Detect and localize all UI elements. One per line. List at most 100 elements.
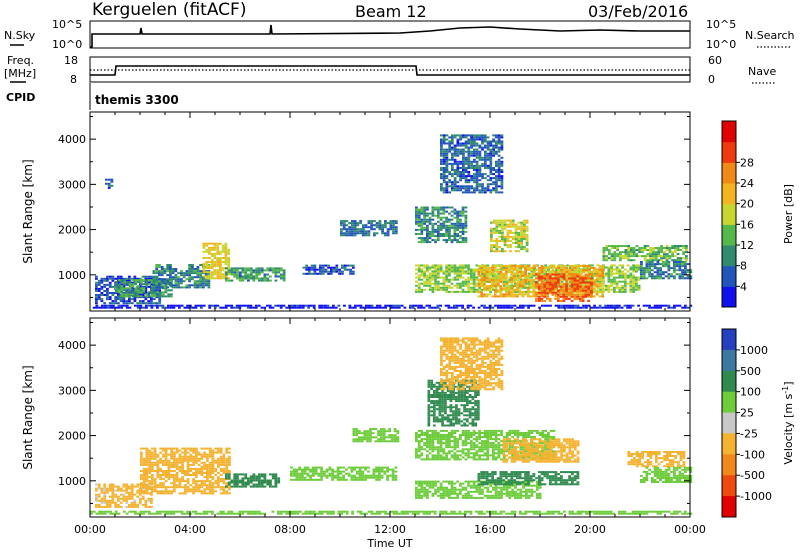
data-cell: [523, 233, 526, 236]
data-cell: [467, 152, 471, 155]
data-cell: [450, 282, 454, 285]
data-cell: [673, 512, 676, 515]
data-cell: [607, 288, 611, 291]
data-cell: [142, 291, 146, 294]
data-cell: [643, 255, 647, 258]
data-cell: [477, 264, 481, 267]
data-cell: [191, 270, 194, 273]
data-cell: [629, 284, 633, 287]
y-tick-label: 4000: [58, 133, 86, 146]
data-cell: [423, 222, 426, 225]
data-cell: [681, 277, 684, 280]
data-cell: [686, 512, 690, 515]
data-cell: [125, 512, 129, 515]
data-cell: [266, 273, 270, 276]
data-cell: [663, 257, 666, 260]
data-cell: [130, 493, 134, 496]
nsky-trace: [90, 24, 690, 48]
data-cell: [632, 255, 636, 258]
data-cell: [520, 242, 523, 244]
data-cell: [652, 259, 655, 262]
data-cell: [548, 299, 552, 302]
data-cell: [216, 248, 220, 251]
data-cell: [133, 275, 137, 278]
data-cell: [653, 263, 657, 266]
data-cell: [392, 228, 395, 231]
data-cell: [470, 152, 473, 155]
data-cell: [481, 156, 484, 159]
data-cell: [565, 266, 569, 269]
data-cell: [582, 282, 586, 285]
data-cell: [108, 298, 112, 301]
data-cell: [362, 232, 365, 235]
data-cell: [491, 264, 494, 267]
data-cell: [684, 269, 687, 272]
data-cell: [437, 274, 440, 277]
data-cell: [590, 283, 593, 286]
data-cell: [150, 493, 153, 496]
data-cell: [106, 275, 109, 278]
data-cell: [484, 150, 487, 153]
data-cell: [123, 295, 127, 298]
data-cell: [461, 212, 465, 215]
data-cell: [552, 266, 556, 269]
data-cell: [499, 295, 503, 298]
data-cell: [139, 499, 142, 502]
data-cell: [221, 261, 225, 263]
data-cell: [305, 268, 309, 271]
data-cell: [598, 266, 602, 269]
data-cell: [565, 285, 568, 288]
data-cell: [128, 487, 131, 490]
data-cell: [450, 235, 454, 237]
data-cell: [448, 142, 451, 145]
data-cell: [108, 505, 112, 508]
data-cell: [178, 470, 182, 472]
data-cell: [97, 298, 101, 301]
data-cell: [648, 273, 651, 276]
data-cell: [540, 297, 544, 300]
data-cell: [420, 220, 424, 223]
data-cell: [227, 263, 231, 266]
data-cell: [530, 286, 534, 289]
data-cell: [417, 266, 421, 269]
data-cell: [451, 152, 454, 155]
data-cell: [279, 510, 283, 513]
data-cell: [565, 268, 569, 271]
data-cell: [442, 150, 446, 153]
data-cell: [573, 291, 577, 294]
data-cell: [169, 274, 172, 277]
data-cell: [411, 510, 415, 513]
data-cell: [440, 189, 443, 192]
velocity-region: [95, 483, 153, 508]
data-cell: [678, 304, 682, 307]
data-cell: [598, 306, 602, 309]
data-cell: [450, 266, 454, 269]
data-cell: [431, 206, 435, 209]
data-cell: [689, 275, 693, 278]
data-cell: [115, 287, 118, 290]
data-cell: [527, 284, 531, 287]
data-cell: [587, 283, 591, 286]
data-cell: [499, 277, 503, 280]
data-cell: [351, 222, 354, 225]
data-cell: [426, 218, 429, 221]
data-cell: [98, 306, 102, 309]
data-cell: [540, 275, 544, 278]
data-cell: [111, 499, 115, 502]
data-cell: [610, 253, 614, 256]
data-cell: [532, 271, 536, 273]
data-cell: [219, 250, 222, 253]
data-cell: [540, 295, 544, 298]
data-cell: [447, 306, 451, 309]
data-cell: [684, 512, 687, 515]
data-cell: [197, 304, 200, 307]
data-cell: [500, 146, 504, 149]
data-cell: [596, 286, 600, 289]
data-cell: [173, 488, 176, 491]
data-cell: [266, 304, 269, 307]
data-cell: [621, 264, 624, 267]
data-cell: [210, 277, 214, 280]
data-cell: [557, 271, 560, 273]
data-cell: [142, 289, 146, 292]
